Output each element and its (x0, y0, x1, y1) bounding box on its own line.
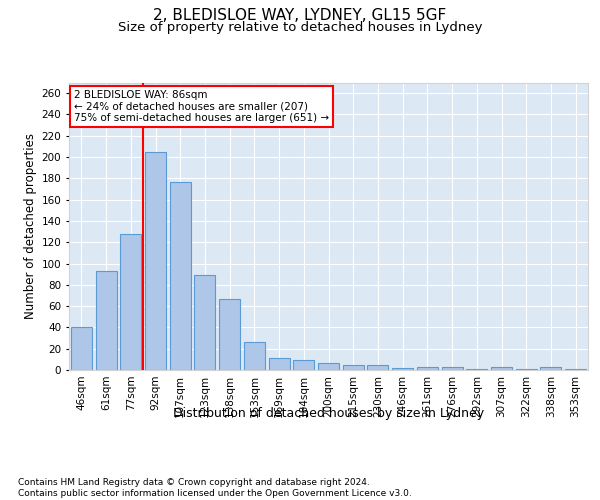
Bar (244, 342, 265, 370)
Text: Size of property relative to detached houses in Lydney: Size of property relative to detached ho… (118, 21, 482, 34)
Text: Distribution of detached houses by size in Lydney: Distribution of detached houses by size … (173, 408, 484, 420)
Text: Contains HM Land Registry data © Crown copyright and database right 2024.
Contai: Contains HM Land Registry data © Crown c… (18, 478, 412, 498)
Bar (170, 182, 191, 370)
Bar (120, 234, 141, 370)
Bar (466, 369, 487, 370)
Text: 2 BLEDISLOE WAY: 86sqm
← 24% of detached houses are smaller (207)
75% of semi-de: 2 BLEDISLOE WAY: 86sqm ← 24% of detached… (74, 90, 329, 123)
Bar (71, 328, 92, 370)
Bar (343, 364, 364, 370)
Bar (219, 298, 240, 370)
Bar (442, 367, 463, 370)
Text: 2, BLEDISLOE WAY, LYDNEY, GL15 5GF: 2, BLEDISLOE WAY, LYDNEY, GL15 5GF (154, 8, 446, 22)
Bar (367, 364, 388, 370)
Bar (565, 369, 586, 370)
Y-axis label: Number of detached properties: Number of detached properties (25, 133, 37, 320)
Bar (194, 275, 215, 370)
Bar (269, 358, 290, 370)
Bar (95, 271, 116, 370)
Bar (417, 367, 438, 370)
Bar (516, 369, 537, 370)
Bar (145, 152, 166, 370)
Bar (392, 368, 413, 370)
Bar (318, 362, 339, 370)
Bar (541, 367, 562, 370)
Bar (293, 360, 314, 370)
Bar (491, 367, 512, 370)
